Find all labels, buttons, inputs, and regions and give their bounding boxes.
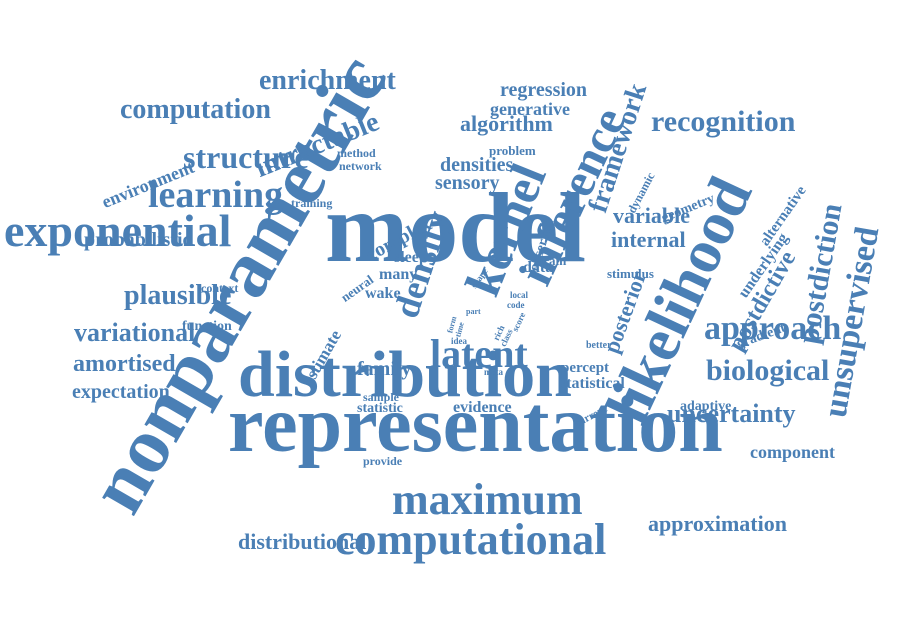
cloud-word-regression: regression bbox=[500, 79, 588, 101]
cloud-word-approximation: approximation bbox=[648, 511, 787, 536]
cloud-word-enrichment: enrichment bbox=[259, 65, 396, 96]
cloud-word-adaptive: adaptive bbox=[680, 399, 732, 414]
cloud-word-distributional: distributional bbox=[238, 529, 367, 554]
cloud-word-plausible: plausible bbox=[124, 280, 232, 311]
cloud-word-exponential: exponential bbox=[4, 205, 232, 256]
cloud-word-wake: wake bbox=[365, 285, 401, 302]
cloud-word-component: component bbox=[750, 442, 835, 462]
cloud-word-amortised: amortised bbox=[73, 351, 176, 377]
cloud-word-training: training bbox=[291, 196, 333, 210]
cloud-word-variable: variable bbox=[613, 203, 690, 228]
cloud-word-biological: biological bbox=[706, 354, 830, 387]
cloud-word-maximum: maximum bbox=[392, 475, 583, 524]
cloud-word-function: function bbox=[182, 319, 232, 334]
cloud-word-method: method bbox=[337, 146, 376, 160]
cloud-word-context: context bbox=[201, 281, 239, 295]
cloud-word-computation: computation bbox=[120, 94, 271, 125]
cloud-word-stimulus: stimulus bbox=[607, 266, 654, 281]
cloud-word-expectation: expectation bbox=[72, 381, 170, 403]
cloud-word-score: score bbox=[509, 310, 528, 333]
cloud-word-densities: densities bbox=[440, 154, 514, 176]
cloud-word-computational: computational bbox=[335, 515, 607, 564]
cloud-word-sensory: sensory bbox=[435, 172, 500, 194]
cloud-word-recognition: recognition bbox=[651, 105, 796, 138]
cloud-word-local: local bbox=[510, 290, 528, 300]
cloud-word-code: code bbox=[507, 300, 525, 310]
cloud-word-statistical: statistical bbox=[560, 375, 625, 392]
cloud-word-percept: percept bbox=[561, 360, 610, 376]
cloud-word-structure: structure bbox=[183, 139, 309, 175]
cloud-word-brain: brain bbox=[536, 253, 567, 268]
cloud-word-sleep: sleep bbox=[394, 249, 428, 266]
cloud-word-approach: approach bbox=[704, 310, 842, 347]
cloud-word-better: better bbox=[586, 340, 612, 351]
cloud-word-generative: generative bbox=[490, 99, 570, 119]
cloud-word-problem: problem bbox=[489, 143, 536, 158]
cloud-word-probabilistic: probabilistic bbox=[84, 229, 192, 251]
cloud-word-internal: internal bbox=[611, 227, 686, 252]
cloud-word-algorithm: algorithm bbox=[460, 111, 553, 136]
cloud-word-data: data bbox=[523, 259, 554, 276]
cloud-word-provide: provide bbox=[363, 454, 403, 468]
cloud-word-network: network bbox=[339, 159, 382, 173]
cloud-word-representation: representation bbox=[228, 381, 723, 469]
cloud-word-model: model bbox=[325, 172, 587, 283]
cloud-word-latent: latent bbox=[430, 331, 528, 376]
cloud-word-sample: sample bbox=[363, 390, 399, 404]
cloud-word-learning: learning bbox=[148, 174, 284, 216]
cloud-word-many: many bbox=[379, 266, 418, 283]
cloud-word-distribution: distribution bbox=[238, 338, 572, 411]
cloud-word-idea: idea bbox=[451, 336, 468, 346]
cloud-word-variational: variational bbox=[74, 318, 196, 347]
cloud-word-meta: meta bbox=[484, 367, 503, 377]
cloud-word-statistic: statistic bbox=[357, 401, 403, 416]
cloud-word-part: part bbox=[466, 307, 481, 316]
cloud-word-family: family bbox=[357, 358, 412, 380]
cloud-word-uncertainty: uncertainty bbox=[667, 399, 796, 428]
cloud-word-evidence: evidence bbox=[453, 399, 512, 416]
